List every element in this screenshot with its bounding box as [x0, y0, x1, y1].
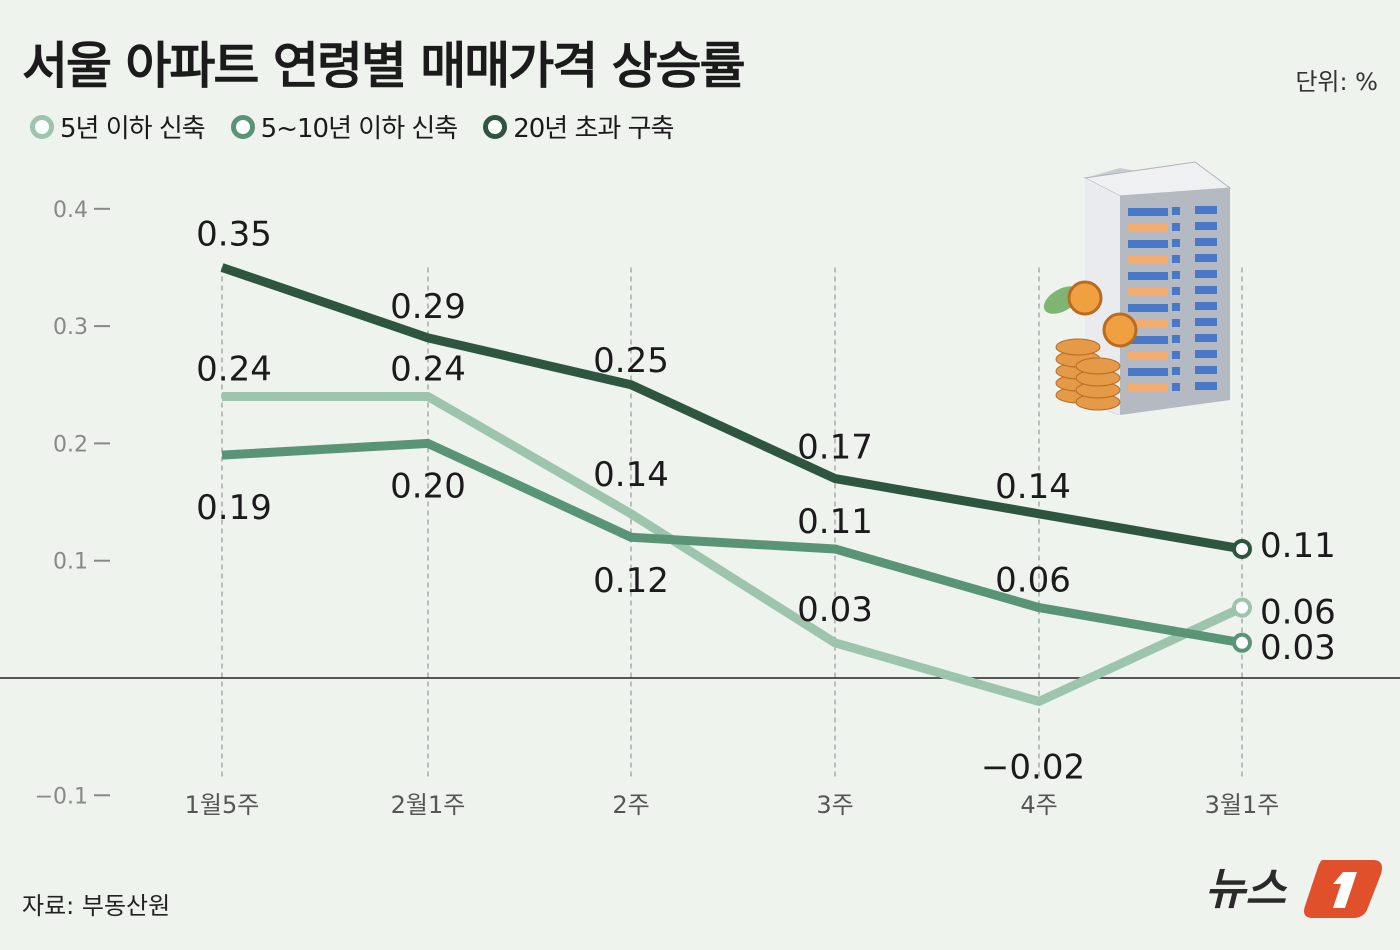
unit-label: 단위: %	[1295, 68, 1378, 96]
window	[1172, 287, 1180, 295]
window	[1128, 352, 1168, 360]
series-end-marker-2	[1232, 632, 1252, 653]
window	[1128, 240, 1168, 248]
coin	[1075, 357, 1121, 375]
window	[1195, 238, 1217, 246]
window	[1195, 222, 1217, 230]
window	[1128, 256, 1168, 264]
data-label: 0.14	[593, 455, 669, 495]
x-tick-label: 2주	[612, 791, 649, 819]
data-label: 0.24	[390, 349, 466, 389]
window	[1172, 383, 1180, 391]
y-tick-label: −0.1	[35, 784, 88, 809]
legend-marker-icon	[230, 114, 255, 139]
window	[1172, 351, 1180, 359]
data-label: 0.03	[797, 590, 873, 630]
y-tick-label: 0.4	[53, 198, 88, 223]
window	[1128, 272, 1168, 280]
legend-label: 20년 초과 구축	[513, 114, 674, 144]
window	[1172, 255, 1180, 263]
coin	[1102, 312, 1138, 348]
series-end-marker-1	[1232, 597, 1252, 618]
data-label: 0.19	[196, 488, 272, 528]
legend-item-series2: 5~10년 이하 신축	[230, 108, 459, 145]
coin	[1067, 280, 1103, 316]
legend-item-series3: 20년 초과 구축	[483, 108, 674, 145]
data-label: 0.11	[797, 502, 873, 542]
x-tick-label: 3주	[816, 791, 853, 819]
window	[1172, 223, 1180, 231]
window	[1128, 320, 1168, 328]
legend-marker-icon	[483, 114, 508, 139]
window	[1128, 336, 1168, 344]
data-label: 0.17	[797, 428, 873, 468]
chart-title: 서울 아파트 연령별 매매가격 상승률	[22, 37, 746, 95]
window	[1172, 367, 1180, 375]
coin	[1055, 338, 1101, 356]
window	[1172, 335, 1180, 343]
window	[1195, 334, 1217, 342]
data-label: 0.35	[196, 214, 272, 254]
data-label: 0.25	[593, 341, 669, 381]
window	[1128, 224, 1168, 232]
source-note: 자료: 부동산원	[22, 892, 171, 920]
data-label: 0.06	[1260, 593, 1336, 633]
x-tick-label: 2월1주	[391, 791, 466, 819]
news1-logo: 뉴스	[1205, 852, 1385, 926]
x-tick-label: 4주	[1020, 791, 1057, 819]
x-tick-label: 1월5주	[185, 791, 260, 819]
data-label: 0.29	[390, 287, 466, 327]
svg-text:뉴스: 뉴스	[1205, 864, 1287, 915]
legend-label: 5년 이하 신축	[60, 114, 206, 144]
legend-label: 5~10년 이하 신축	[260, 114, 459, 144]
window	[1195, 302, 1217, 310]
window	[1172, 271, 1180, 279]
window	[1195, 270, 1217, 278]
data-label: 0.06	[995, 561, 1071, 601]
apartment-coins-illustration	[1043, 161, 1232, 415]
x-tick-label: 3월1주	[1205, 791, 1280, 819]
series-line-3	[220, 263, 1243, 554]
window	[1128, 368, 1168, 376]
window	[1128, 384, 1168, 392]
legend: 5년 이하 신축 5~10년 이하 신축 20년 초과 구축	[30, 108, 674, 145]
series-end-marker-3	[1232, 538, 1252, 559]
window	[1195, 254, 1217, 262]
series-line-1	[222, 391, 1244, 706]
window	[1195, 286, 1217, 294]
data-label: −0.02	[981, 747, 1085, 787]
data-label: 0.14	[995, 467, 1071, 507]
window	[1195, 350, 1217, 358]
window	[1128, 288, 1168, 296]
y-tick-label: 0.1	[53, 550, 88, 575]
window	[1128, 208, 1168, 216]
window	[1172, 319, 1180, 327]
window	[1172, 239, 1180, 247]
window	[1172, 303, 1180, 311]
legend-item-series1: 5년 이하 신축	[30, 108, 206, 145]
data-label: 0.24	[196, 349, 272, 389]
window	[1172, 207, 1180, 215]
y-tick-label: 0.2	[53, 432, 88, 457]
data-label: 0.12	[593, 561, 669, 601]
window	[1128, 304, 1168, 312]
data-label: 0.20	[390, 466, 466, 506]
window	[1195, 318, 1217, 326]
window	[1195, 366, 1217, 374]
data-label: 0.03	[1260, 628, 1336, 668]
legend-marker-icon	[30, 114, 54, 139]
y-tick-label: 0.3	[53, 315, 88, 340]
window	[1195, 382, 1217, 390]
window	[1195, 206, 1217, 214]
series-line-2	[221, 438, 1243, 648]
data-label: 0.11	[1260, 526, 1336, 566]
